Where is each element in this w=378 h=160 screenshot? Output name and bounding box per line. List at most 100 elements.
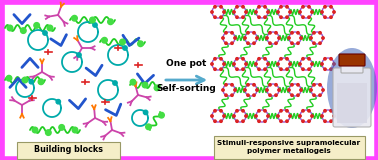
Circle shape	[319, 32, 321, 34]
Circle shape	[319, 84, 321, 86]
Circle shape	[113, 81, 117, 85]
Circle shape	[142, 82, 148, 88]
Circle shape	[72, 127, 78, 133]
Circle shape	[330, 58, 332, 60]
Circle shape	[244, 89, 246, 91]
Circle shape	[214, 120, 216, 122]
Circle shape	[321, 11, 323, 13]
Circle shape	[258, 16, 260, 18]
Circle shape	[225, 84, 227, 86]
Circle shape	[286, 110, 288, 112]
Circle shape	[256, 37, 258, 39]
Circle shape	[34, 23, 39, 28]
Circle shape	[253, 32, 255, 34]
Circle shape	[231, 42, 233, 44]
Circle shape	[38, 79, 44, 85]
Circle shape	[242, 6, 244, 8]
Circle shape	[120, 39, 125, 45]
Ellipse shape	[327, 48, 377, 128]
Circle shape	[286, 58, 288, 60]
Circle shape	[253, 42, 255, 44]
Circle shape	[278, 89, 280, 91]
Circle shape	[223, 115, 225, 117]
Circle shape	[102, 37, 107, 43]
Circle shape	[234, 37, 236, 39]
Circle shape	[321, 63, 323, 65]
Circle shape	[330, 68, 332, 70]
Circle shape	[222, 37, 224, 39]
Circle shape	[308, 6, 310, 8]
Circle shape	[264, 58, 266, 60]
Circle shape	[324, 16, 326, 18]
Circle shape	[319, 42, 321, 44]
Circle shape	[245, 115, 247, 117]
Circle shape	[297, 84, 299, 86]
Circle shape	[258, 68, 260, 70]
Circle shape	[231, 84, 233, 86]
Circle shape	[324, 58, 326, 60]
Circle shape	[269, 42, 271, 44]
FancyArrowPatch shape	[166, 76, 204, 84]
Circle shape	[247, 94, 249, 96]
Circle shape	[310, 37, 312, 39]
Circle shape	[214, 68, 216, 70]
Circle shape	[247, 42, 249, 44]
Text: Building blocks: Building blocks	[34, 145, 102, 155]
Circle shape	[242, 68, 244, 70]
Circle shape	[286, 120, 288, 122]
Circle shape	[258, 6, 260, 8]
Circle shape	[289, 115, 291, 117]
Circle shape	[308, 58, 310, 60]
Circle shape	[154, 85, 160, 91]
Text: One pot: One pot	[166, 59, 206, 68]
Circle shape	[7, 25, 13, 31]
Circle shape	[244, 37, 246, 39]
Circle shape	[291, 94, 293, 96]
Circle shape	[280, 6, 282, 8]
Circle shape	[225, 32, 227, 34]
Circle shape	[288, 89, 290, 91]
Circle shape	[291, 84, 293, 86]
Circle shape	[236, 68, 238, 70]
Circle shape	[123, 46, 127, 50]
Circle shape	[214, 16, 216, 18]
Text: Self-sorting: Self-sorting	[156, 84, 216, 93]
Circle shape	[233, 63, 235, 65]
Circle shape	[313, 84, 315, 86]
Circle shape	[267, 11, 269, 13]
Circle shape	[143, 110, 148, 115]
Circle shape	[214, 58, 216, 60]
Circle shape	[275, 42, 277, 44]
Circle shape	[308, 110, 310, 112]
Circle shape	[138, 41, 143, 47]
Circle shape	[280, 120, 282, 122]
Circle shape	[319, 94, 321, 96]
Circle shape	[330, 16, 332, 18]
Circle shape	[220, 16, 222, 18]
Circle shape	[278, 37, 280, 39]
Circle shape	[311, 115, 313, 117]
Circle shape	[247, 84, 249, 86]
Text: Stimuli-responsive supramolecular
polymer metallogels: Stimuli-responsive supramolecular polyme…	[217, 140, 361, 153]
Circle shape	[308, 68, 310, 70]
Circle shape	[222, 89, 224, 91]
Circle shape	[269, 32, 271, 34]
Circle shape	[45, 130, 51, 135]
Circle shape	[277, 115, 279, 117]
FancyBboxPatch shape	[339, 54, 365, 66]
Circle shape	[77, 53, 81, 57]
Circle shape	[59, 125, 65, 130]
Circle shape	[245, 11, 247, 13]
FancyBboxPatch shape	[341, 63, 363, 73]
Circle shape	[234, 89, 236, 91]
Circle shape	[220, 58, 222, 60]
Circle shape	[324, 120, 326, 122]
Circle shape	[310, 89, 312, 91]
Circle shape	[242, 58, 244, 60]
FancyBboxPatch shape	[337, 83, 367, 123]
Circle shape	[324, 68, 326, 70]
Circle shape	[253, 94, 255, 96]
Circle shape	[43, 31, 47, 35]
Circle shape	[247, 32, 249, 34]
Circle shape	[330, 120, 332, 122]
